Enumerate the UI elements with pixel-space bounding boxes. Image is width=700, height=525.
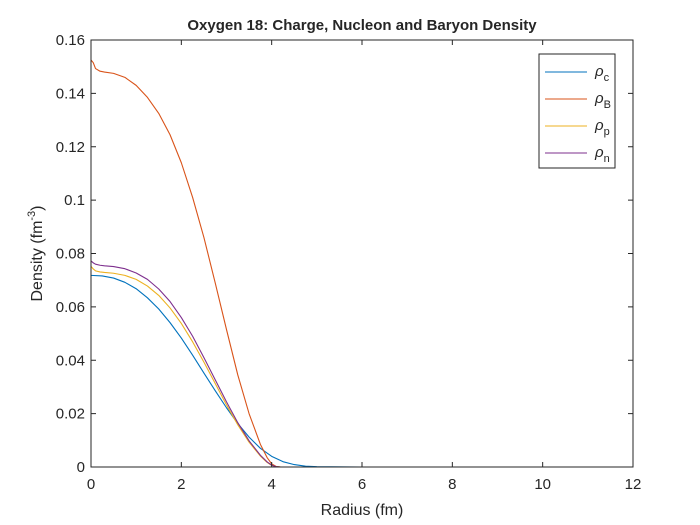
plot-frame xyxy=(90,39,634,468)
y-tick-label: 0.04 xyxy=(56,352,85,369)
y-axis-label: Density (fm-3) xyxy=(26,205,46,301)
x-axis-label: Radius (fm) xyxy=(321,502,404,519)
x-tick-label: 4 xyxy=(267,476,275,493)
y-axis-label-exponent: -3 xyxy=(26,211,38,221)
y-axis-label-close: ) xyxy=(29,205,46,210)
legend-label-B: ρB xyxy=(594,90,611,111)
x-tick-label: 10 xyxy=(534,476,551,493)
x-tick-label: 2 xyxy=(177,476,185,493)
chart-title: Oxygen 18: Charge, Nucleon and Baryon De… xyxy=(187,17,537,34)
y-tick-label: 0.08 xyxy=(56,246,85,263)
legend-label-p: ρp xyxy=(594,117,610,138)
y-tick-label: 0 xyxy=(77,459,85,476)
x-tick-label: 6 xyxy=(358,476,366,493)
x-tick-label: 12 xyxy=(625,476,642,493)
legend-label-c: ρc xyxy=(594,63,610,84)
legend-label-n: ρn xyxy=(594,144,610,165)
legend-box xyxy=(538,53,616,169)
y-axis-label-base: Density (fm xyxy=(29,221,46,302)
y-tick-label: 0.12 xyxy=(56,139,85,156)
x-tick-label: 0 xyxy=(87,476,95,493)
y-tick-label: 0.14 xyxy=(56,85,85,102)
legend: ρc ρB ρp ρn xyxy=(538,53,616,169)
y-tick-label: 0.1 xyxy=(64,192,85,209)
x-tick-label: 8 xyxy=(448,476,456,493)
axis-ticks: 0 2 4 6 8 10 12 0 0.02 0.04 0.06 0.08 0.1 0.12 0.14 0.1… xyxy=(56,32,642,493)
y-tick-label: 0.16 xyxy=(56,32,85,49)
y-tick-label: 0.02 xyxy=(56,406,85,423)
y-tick-label: 0.06 xyxy=(56,299,85,316)
